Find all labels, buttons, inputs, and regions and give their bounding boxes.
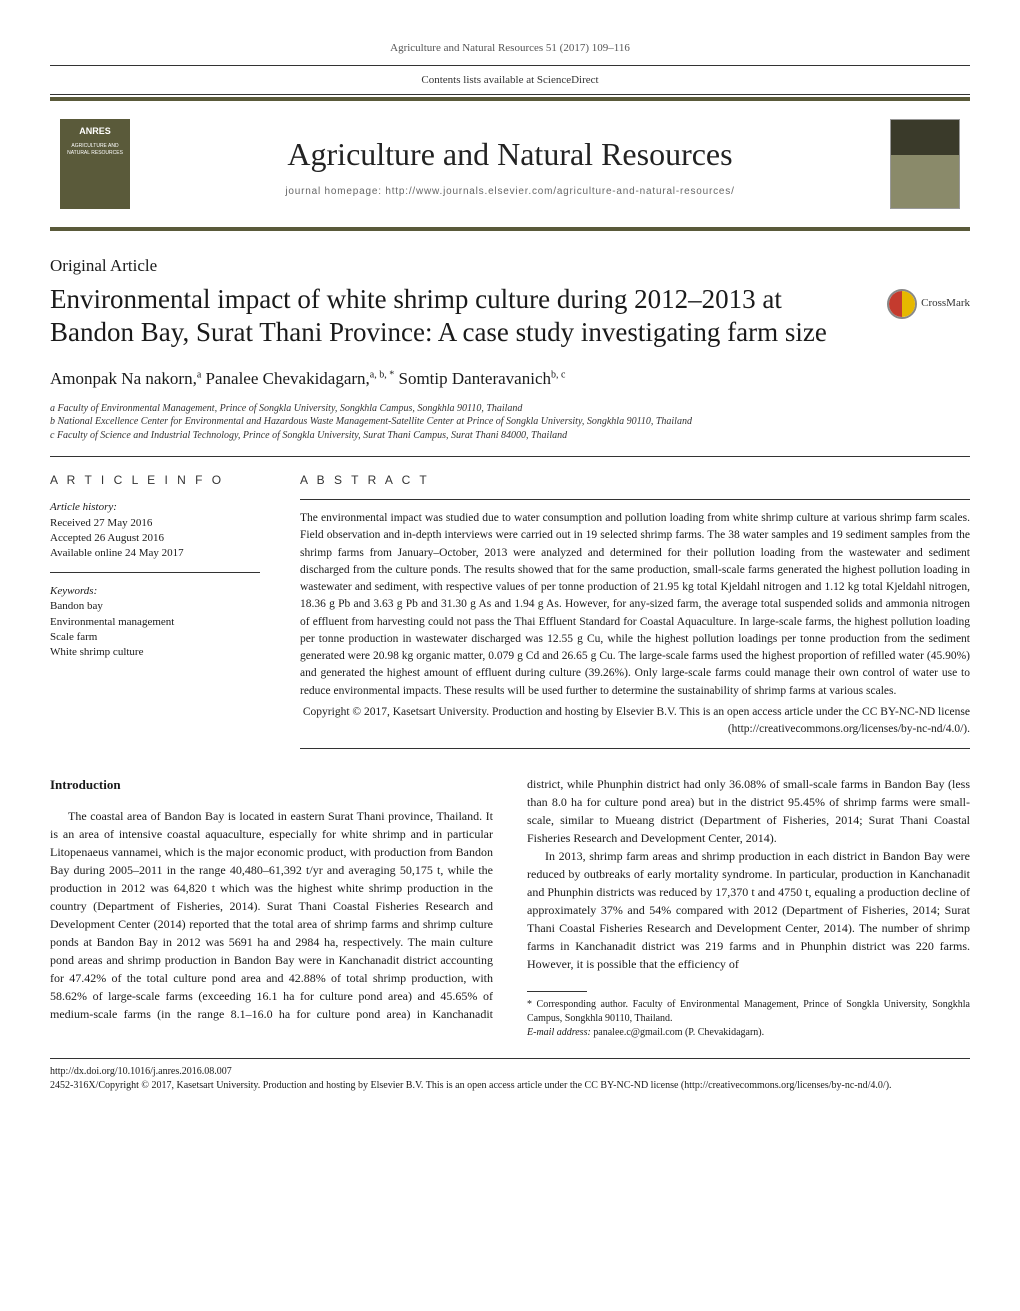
keyword: Scale farm [50,630,260,645]
crossmark-badge[interactable]: CrossMark [887,289,970,319]
page-footer: http://dx.doi.org/10.1016/j.anres.2016.0… [50,1058,970,1093]
corresponding-author-footnote: * Corresponding author. Faculty of Envir… [527,998,970,1026]
article-info-head: A R T I C L E I N F O [50,471,260,489]
affiliations: a Faculty of Environmental Management, P… [50,402,970,443]
keyword: Bandon bay [50,599,260,614]
introduction-head: Introduction [50,775,493,795]
history-received: Received 27 May 2016 [50,516,260,531]
sciencedirect-bar: Contents lists available at ScienceDirec… [50,65,970,96]
affiliation-b: b National Excellence Center for Environ… [50,415,970,429]
email-value[interactable]: panalee.c@gmail.com (P. Chevakidagarn). [593,1027,764,1038]
doi-link[interactable]: http://dx.doi.org/10.1016/j.anres.2016.0… [50,1065,970,1079]
running-head: Agriculture and Natural Resources 51 (20… [50,40,970,57]
anres-logo-label: ANRES [79,125,111,139]
crossmark-icon [887,289,917,319]
article-title: Environmental impact of white shrimp cul… [50,283,871,351]
keywords-label: Keywords: [50,583,260,600]
body-two-column: Introduction The coastal area of Bandon … [50,775,970,1040]
divider [300,499,970,500]
keyword: Environmental management [50,615,260,630]
divider [300,748,970,749]
journal-center: Agriculture and Natural Resources journa… [130,130,890,199]
affiliation-c: c Faculty of Science and Industrial Tech… [50,429,970,443]
keywords-block: Keywords: Bandon bay Environmental manag… [50,583,260,661]
article-info-column: A R T I C L E I N F O Article history: R… [50,471,260,749]
footnote-separator [527,991,587,992]
journal-cover-thumb [890,119,960,209]
article-type-label: Original Article [50,253,970,279]
anres-logo-sub: AGRICULTURE AND NATURAL RESOURCES [60,143,130,158]
email-label: E-mail address: [527,1027,591,1038]
journal-title: Agriculture and Natural Resources [130,130,890,178]
footer-copyright: 2452-316X/Copyright © 2017, Kasetsart Un… [50,1079,970,1093]
keyword: White shrimp culture [50,645,260,660]
journal-banner: ANRES AGRICULTURE AND NATURAL RESOURCES … [50,97,970,231]
crossmark-label: CrossMark [921,295,970,312]
author-list: Amonpak Na nakorn,a Panalee Chevakidagar… [50,366,970,392]
intro-paragraph: In 2013, shrimp farm areas and shrimp pr… [527,847,970,973]
journal-homepage[interactable]: journal homepage: http://www.journals.el… [130,184,890,199]
abstract-column: A B S T R A C T The environmental impact… [300,471,970,749]
divider [50,456,970,457]
abstract-copyright: Copyright © 2017, Kasetsart University. … [300,704,970,739]
abstract-text: The environmental impact was studied due… [300,510,970,700]
history-online: Available online 24 May 2017 [50,546,260,561]
info-abstract-row: A R T I C L E I N F O Article history: R… [50,471,970,749]
history-label: Article history: [50,499,260,516]
abstract-head: A B S T R A C T [300,471,970,489]
email-footnote: E-mail address: panalee.c@gmail.com (P. … [527,1026,970,1040]
affiliation-a: a Faculty of Environmental Management, P… [50,402,970,416]
article-history-block: Article history: Received 27 May 2016 Ac… [50,499,260,573]
title-row: Environmental impact of white shrimp cul… [50,283,970,351]
history-accepted: Accepted 26 August 2016 [50,531,260,546]
anres-logo: ANRES AGRICULTURE AND NATURAL RESOURCES [60,119,130,209]
